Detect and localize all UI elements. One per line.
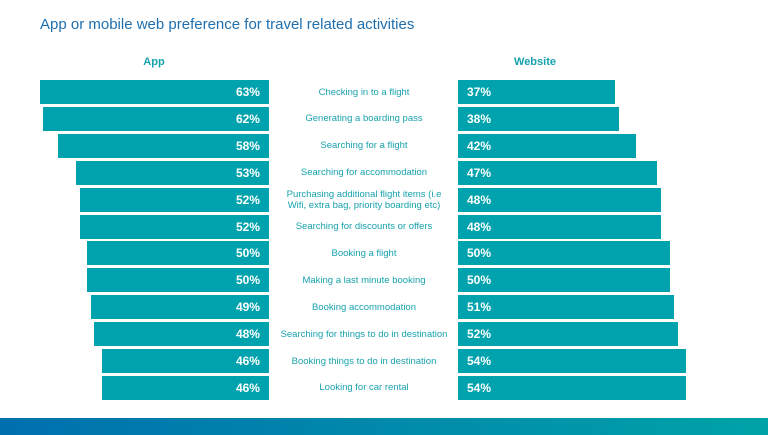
app-bar: 58% — [57, 133, 269, 158]
category-label: Searching for accommodation — [300, 167, 428, 179]
app-bar: 49% — [90, 295, 269, 320]
website-bar: 47% — [458, 160, 657, 185]
category-label: Searching for discounts or offers — [295, 221, 433, 232]
app-bar: 52% — [79, 187, 269, 212]
app-bar: 50% — [87, 268, 269, 293]
website-bar: 48% — [458, 214, 662, 239]
category-label: Checking in to a flight — [318, 86, 410, 98]
app-bar: 48% — [94, 322, 269, 347]
app-bar: 62% — [43, 106, 269, 131]
chart-title: App or mobile web preference for travel … — [40, 16, 415, 33]
website-header: Website — [514, 56, 556, 68]
category-label: Making a last minute booking — [302, 274, 426, 286]
website-bar: 38% — [458, 106, 619, 131]
website-bar: 37% — [458, 80, 615, 104]
app-bar: 63% — [39, 80, 269, 104]
category-label: Generating a boarding pass — [305, 113, 423, 125]
app-bar: 46% — [101, 375, 269, 400]
footer-gradient-bar — [0, 418, 768, 435]
website-bar: 42% — [458, 133, 636, 158]
website-bar: 50% — [458, 268, 670, 293]
app-bar: 52% — [79, 214, 269, 239]
category-label: Booking things to do in destination — [291, 355, 437, 367]
category-label: Booking accommodation — [311, 301, 417, 313]
app-bar: 50% — [87, 241, 269, 266]
category-label: Searching for things to do in destinatio… — [280, 328, 448, 340]
app-bar: 53% — [76, 160, 269, 185]
category-label: Searching for a flight — [320, 140, 408, 152]
app-header: App — [143, 56, 165, 68]
website-bar: 54% — [458, 349, 687, 373]
category-label: Looking for car rental — [319, 382, 409, 394]
website-bar: 50% — [458, 241, 670, 266]
website-bar: 54% — [458, 375, 687, 400]
category-label: Purchasing additional flight items (i.e … — [286, 188, 442, 211]
website-bar: 51% — [458, 295, 674, 320]
website-bar: 48% — [458, 187, 662, 212]
category-label: Booking a flight — [331, 247, 397, 259]
app-bar: 46% — [101, 349, 269, 373]
website-bar: 52% — [458, 322, 678, 347]
